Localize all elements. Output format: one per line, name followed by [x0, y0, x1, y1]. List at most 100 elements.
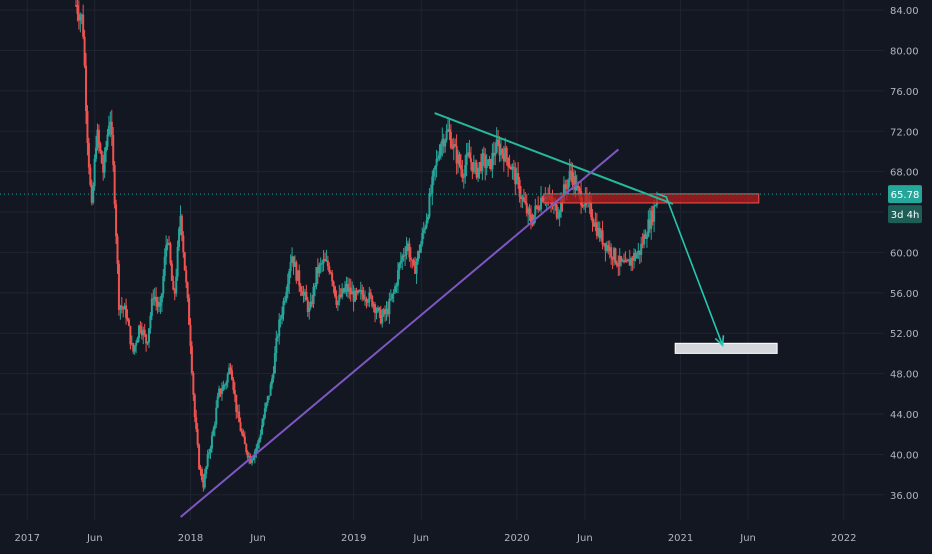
candle-body: [431, 176, 434, 194]
candle-body: [251, 459, 254, 464]
x-tick-label: 2022: [831, 533, 856, 544]
candle-body: [499, 149, 502, 156]
candle-body: [371, 295, 374, 307]
candle-body: [479, 162, 482, 172]
candle-body: [448, 129, 451, 133]
candle-body: [112, 134, 115, 165]
candle-body: [502, 153, 505, 162]
candle-body: [106, 134, 109, 147]
candle-body: [491, 152, 494, 170]
candle-body: [185, 270, 188, 283]
countdown-badge: [888, 205, 922, 224]
candle-body: [142, 329, 145, 336]
candle-body: [301, 291, 304, 296]
candle-body: [615, 262, 618, 266]
candle-body: [206, 454, 209, 467]
candle-body: [195, 417, 198, 430]
candle-body: [225, 382, 228, 385]
candle-body: [223, 384, 226, 386]
candle-body: [100, 151, 103, 164]
candle-body: [295, 262, 298, 281]
candle-body: [298, 270, 301, 286]
candle-body: [80, 14, 83, 17]
candle-body: [285, 291, 288, 301]
candle-body: [462, 176, 465, 178]
candle-body: [651, 210, 654, 222]
candle-body: [411, 259, 414, 261]
price-axis[interactable]: 36.0040.0044.0048.0052.0056.0060.0064.00…: [890, 6, 919, 502]
candle-body: [372, 304, 375, 307]
candle-body: [246, 452, 249, 458]
candle-body: [97, 129, 100, 144]
x-tick-label: 2019: [341, 533, 366, 544]
candle-body: [537, 206, 540, 210]
candle-body: [468, 152, 471, 159]
candle-body: [140, 329, 143, 336]
candle-body: [76, 5, 79, 14]
candle-body: [342, 288, 345, 293]
candle-body: [198, 444, 201, 469]
candle-body: [451, 147, 454, 149]
drawings[interactable]: [180, 112, 778, 518]
x-tick-label: 2020: [504, 533, 529, 544]
candle-body: [243, 436, 246, 445]
candle-body: [604, 243, 607, 251]
candle-body: [233, 390, 236, 395]
candle-body: [143, 329, 146, 335]
candle-body: [283, 300, 286, 302]
candle-body: [180, 215, 183, 236]
candle-body: [156, 301, 159, 307]
candle-body: [203, 473, 206, 488]
candle-body: [427, 216, 430, 221]
candle-body: [271, 378, 274, 385]
candle-body: [215, 407, 218, 425]
countdown-label: 3d 4h: [891, 210, 920, 221]
y-tick-label: 44.00: [890, 410, 919, 421]
candle-body: [441, 139, 444, 145]
candle-body: [399, 260, 402, 264]
candle-body: [262, 417, 265, 426]
candle-body: [293, 262, 296, 267]
candle-body: [103, 151, 106, 173]
candle-body: [159, 302, 162, 306]
candle-body: [255, 448, 258, 452]
candle-body: [627, 259, 630, 262]
candle-body: [272, 373, 275, 379]
candle-body: [613, 248, 616, 260]
candle-body: [514, 168, 517, 185]
candle-body: [610, 247, 613, 258]
candle-body: [96, 129, 99, 148]
candle-body: [312, 286, 315, 305]
candle-body: [153, 296, 156, 299]
candle-body: [235, 394, 238, 412]
candle-body: [654, 205, 657, 207]
candle-body: [291, 256, 294, 263]
candle-body: [119, 305, 122, 310]
x-tick-label: Jun: [249, 533, 266, 544]
candle-body: [535, 205, 538, 207]
candle-body: [208, 452, 211, 455]
candle-body: [530, 214, 533, 224]
candle-body: [554, 203, 557, 205]
candle-body: [498, 143, 501, 156]
candle-body: [282, 301, 285, 315]
candle-body: [239, 422, 242, 432]
candle-body: [419, 243, 422, 253]
candle-body: [292, 256, 295, 267]
candle-body: [454, 144, 457, 146]
last-price-marker: 65.78 3d 4h: [0, 185, 922, 224]
candle-body: [562, 184, 565, 203]
candle-body: [614, 248, 617, 263]
candle-body: [467, 152, 470, 154]
candle-body: [620, 256, 623, 262]
candle-body: [638, 250, 641, 255]
y-tick-label: 84.00: [890, 6, 919, 17]
candle-body: [346, 284, 349, 292]
time-axis[interactable]: 2017 Jun 2018 Jun 2019 Jun 2020 Jun 2021 Jun 2022: [15, 533, 857, 544]
candle-body: [474, 162, 477, 164]
candle-body: [248, 456, 251, 458]
candle-body: [449, 132, 452, 148]
candle-body: [541, 197, 544, 202]
